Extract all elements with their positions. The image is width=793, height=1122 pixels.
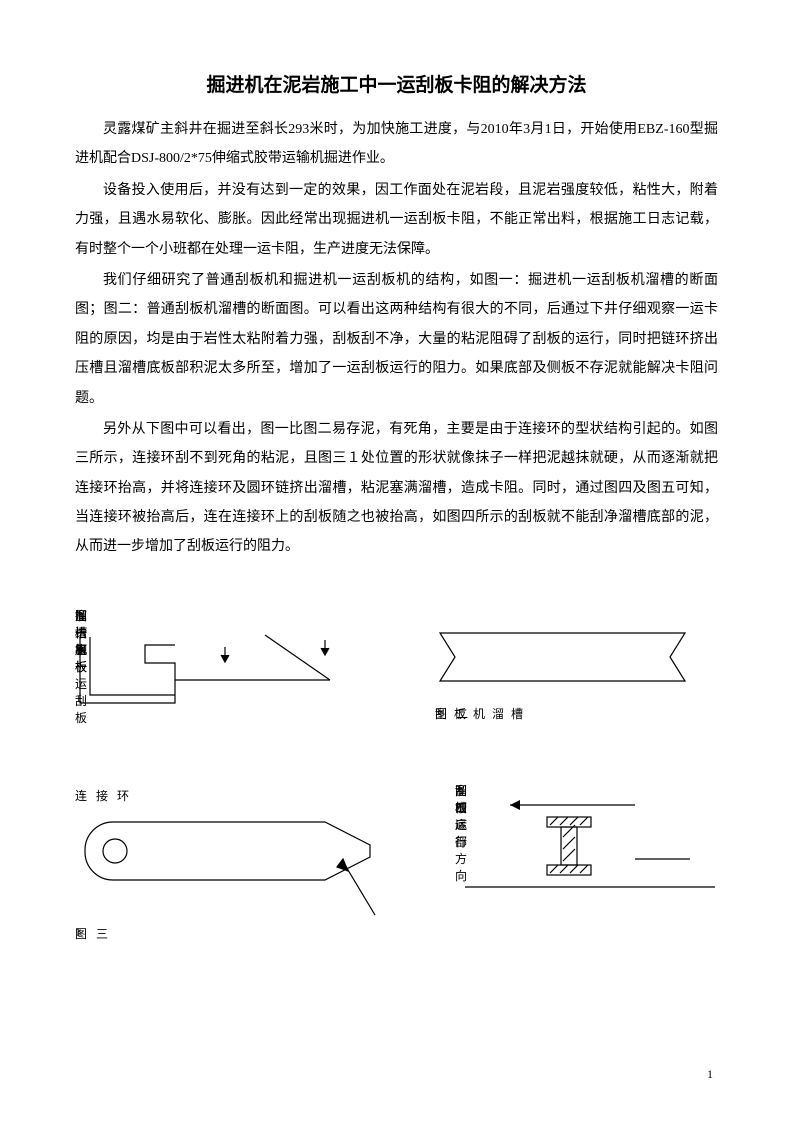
fig4-caption: 图 四 <box>455 782 470 816</box>
page-title: 掘进机在泥岩施工中一运刮板卡阻的解决方法 <box>75 70 718 97</box>
fig1-caption: 图一 <box>75 607 87 641</box>
fig4-svg <box>455 797 725 927</box>
page-number: 1 <box>707 1067 713 1082</box>
paragraph-2: 设备投入使用后，并没有达到一定的效果，因工作面处在泥岩段，且泥岩强度较低，粘性大… <box>75 176 718 264</box>
paragraph-1: 灵露煤矿主斜井在掘进至斜长293米时，为加快施工进度，与2010年3月1日，开始… <box>75 115 718 174</box>
fig3-marker: 1 <box>75 925 81 940</box>
fig3-label: 连 接 环 <box>75 787 132 804</box>
fig1-svg <box>75 625 395 745</box>
fig3-svg <box>75 805 395 925</box>
figure-2: 刮 板 机 溜 槽 图 二 <box>435 625 695 705</box>
fig2-caption: 图 二 <box>435 705 471 722</box>
fig2-svg <box>435 625 695 705</box>
figure-3: 连 接 环 图 三 1 <box>75 787 395 925</box>
figures-container: 溜槽底板 溜槽压板 溜槽钢板 掘进机一运刮板 图一 <box>75 607 718 987</box>
paragraph-3: 我们仔细研究了普通刮板机和掘进机一运刮板机的结构，如图一：掘进机一运刮板机溜槽的… <box>75 266 718 413</box>
paragraph-4: 另外从下图中可以看出，图一比图二易存泥，有死角，主要是由于连接环的型状结构引起的… <box>75 415 718 562</box>
